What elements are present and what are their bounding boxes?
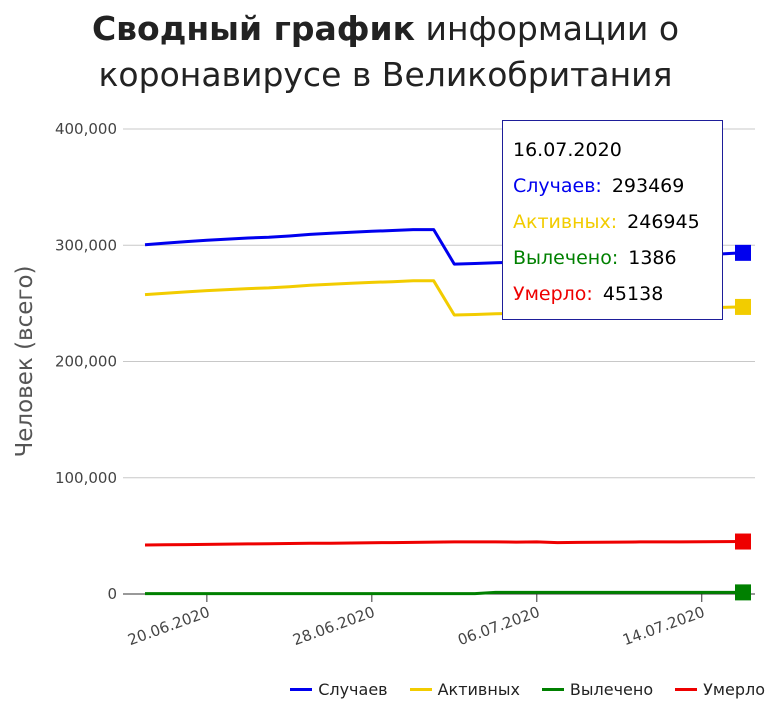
- y-tick-label-0: 0: [107, 585, 117, 603]
- tooltip-value-recovered: 1386: [628, 247, 677, 269]
- series-marker-cases: [735, 244, 751, 261]
- legend-item-recovered[interactable]: Вылечено: [541, 680, 654, 699]
- y-tick-label-2: 200,000: [55, 353, 117, 371]
- legend-label-cases: Случаев: [318, 680, 388, 699]
- legend-label-recovered: Вылечено: [569, 680, 654, 699]
- x-tick-label-0: 20.06.2020: [125, 603, 212, 649]
- series-marker-recovered: [735, 584, 751, 601]
- legend-swatch-deaths: [675, 688, 698, 691]
- legend-item-cases[interactable]: Случаев: [290, 680, 388, 699]
- chart-title-rest: информации о коронавирусе в Великобритан…: [98, 9, 680, 94]
- x-tick-label-3: 14.07.2020: [620, 603, 707, 649]
- x-tick-label-2: 06.07.2020: [455, 603, 542, 649]
- tooltip-label-deaths: Умерло:: [513, 283, 593, 305]
- series-line-recovered: [145, 590, 743, 596]
- legend-swatch-cases: [290, 688, 313, 691]
- legend-swatch-active: [409, 688, 432, 691]
- tooltip-row-deaths: Умерло: 45138: [513, 283, 663, 305]
- legend: Случаев Активных Вылечено Умерло: [290, 680, 765, 699]
- legend-label-active: Активных: [437, 680, 520, 699]
- chart-title: Сводный график информации о коронавирусе…: [0, 6, 771, 98]
- series-marker-deaths: [735, 533, 751, 550]
- tooltip: 16.07.2020 Случаев: 293469 Активных: 24694…: [502, 120, 723, 320]
- x-tick-label-1: 28.06.2020: [290, 603, 377, 649]
- y-tick-label-3: 300,000: [55, 236, 117, 254]
- tooltip-value-cases: 293469: [611, 175, 685, 197]
- tooltip-value-active: 246945: [627, 211, 700, 233]
- tooltip-label-cases: Случаев:: [513, 175, 602, 197]
- legend-label-deaths: Умерло: [703, 680, 765, 699]
- tooltip-label-recovered: Вылечено:: [513, 247, 619, 269]
- tooltip-row-active: Активных: 246945: [513, 211, 700, 233]
- tooltip-value-deaths: 45138: [602, 283, 664, 305]
- legend-swatch-recovered: [541, 688, 564, 691]
- y-tick-label-1: 100,000: [55, 469, 117, 487]
- series-line-deaths: [144, 540, 744, 547]
- legend-item-deaths[interactable]: Умерло: [675, 680, 765, 699]
- tooltip-row-recovered: Вылечено: 1386: [513, 247, 677, 269]
- series-marker-active: [735, 298, 751, 315]
- tooltip-date: 16.07.2020: [513, 139, 622, 161]
- chart-title-bold: Сводный график: [91, 9, 416, 48]
- tooltip-row-cases: Случаев: 293469: [513, 175, 684, 197]
- tooltip-label-active: Активных:: [513, 211, 618, 233]
- legend-item-active[interactable]: Активных: [409, 680, 520, 699]
- y-tick-label-4: 400,000: [55, 120, 117, 138]
- y-axis-label: Человек (всего): [12, 265, 38, 457]
